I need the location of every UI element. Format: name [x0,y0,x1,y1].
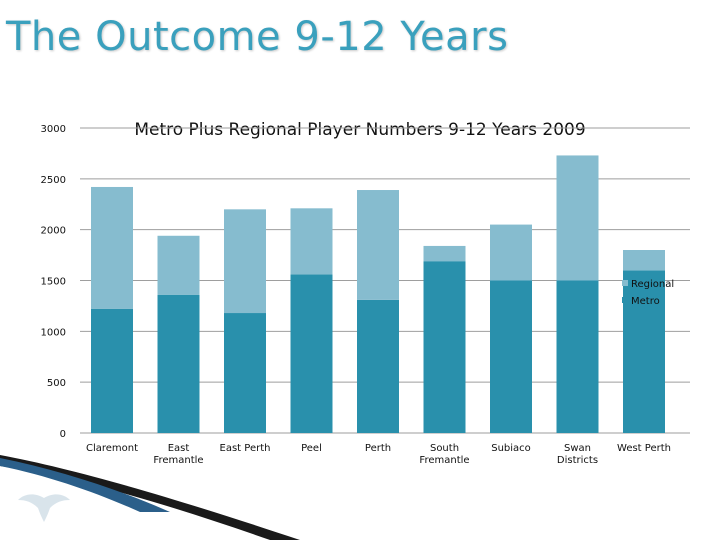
x-tick-label: Peel [301,443,322,454]
decor-swoosh-dark [0,455,300,540]
bar-regional [157,235,200,295]
bar-regional [623,250,665,271]
y-tick-label: 0 [60,429,66,440]
bar-metro [556,280,599,433]
slide-title: The Outcome 9-12 Years [6,14,509,60]
y-tick-label: 500 [47,378,66,389]
bar-metro [490,280,532,433]
bar-metro [623,270,665,433]
y-tick-label: 1000 [41,327,66,338]
chart-title: Metro Plus Regional Player Numbers 9-12 … [134,120,586,140]
x-tick-label: Claremont [86,443,138,454]
bar-metro [423,261,466,433]
bar-metro [290,274,333,433]
x-tick-label: West Perth [617,443,671,454]
bar-regional [556,155,599,281]
x-tick-label: Fremantle [153,455,203,466]
x-tick-label: East [168,443,190,454]
legend-label-metro: Metro [631,296,660,307]
bar-metro [157,294,200,433]
bar-regional [290,208,333,275]
bar-regional [423,245,466,262]
x-tick-label: Districts [557,455,598,466]
bar-metro [224,313,266,433]
x-tick-label: South [430,443,459,454]
bar-metro [357,299,399,433]
decor-swoosh-blue [0,458,170,512]
legend-label-regional: Regional [631,279,674,290]
y-tick-label: 2000 [41,226,66,237]
x-tick-label: Perth [365,443,391,454]
eagle-logo-icon [18,494,70,522]
legend-swatch-regional [622,280,628,286]
legend-swatch-metro [622,297,628,303]
bar-regional [490,224,532,281]
y-tick-label: 3000 [41,124,66,135]
bar-regional [224,209,266,314]
bar-regional [91,186,133,309]
x-tick-label: East Perth [220,443,271,454]
x-tick-label: Fremantle [419,455,469,466]
x-tick-label: Subiaco [491,443,531,454]
bar-regional [357,190,399,300]
y-tick-label: 2500 [41,175,66,186]
x-tick-label: Swan [564,443,591,454]
y-tick-label: 1500 [41,277,66,288]
bar-metro [91,308,133,433]
